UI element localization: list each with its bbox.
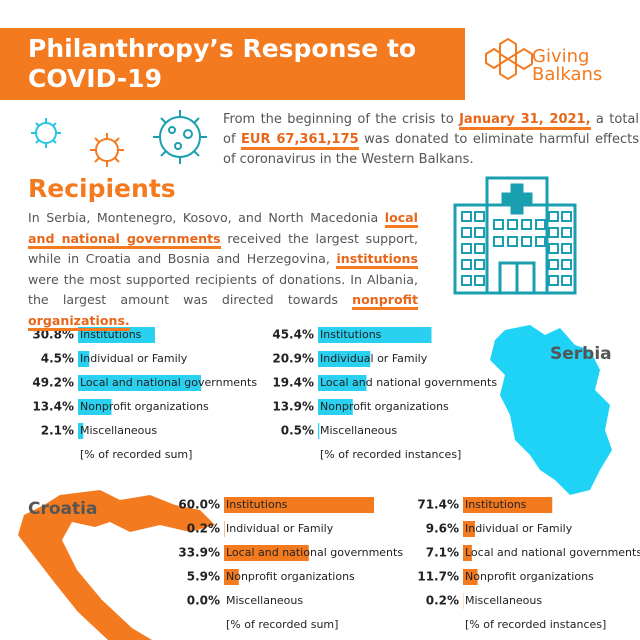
category-label: Nonprofit organizations [320, 400, 449, 413]
category-label: Nonprofit organizations [226, 570, 355, 583]
intro: From the beginning of the crisis to Janu… [223, 110, 639, 170]
category-label: Local and national governments [465, 546, 640, 559]
brand: Giving [532, 46, 590, 67]
value-label: 45.4% [272, 328, 314, 342]
highlight: nonprofit organizations. [28, 292, 418, 331]
axis-label: [% of recorded instances] [465, 618, 606, 631]
section-heading: Recipients [28, 174, 176, 203]
bar [78, 351, 90, 367]
bar [318, 375, 367, 391]
category-label: Miscellaneous [226, 594, 303, 607]
axis-label: [% of recorded instances] [320, 448, 461, 461]
value-label: 20.9% [272, 352, 314, 366]
logo-icon [485, 37, 533, 81]
title-box [0, 28, 465, 100]
bar [318, 399, 353, 415]
category-label: Individual or Family [320, 352, 428, 365]
bar [78, 399, 112, 415]
text-run: received the largest support, while in C… [28, 230, 418, 267]
bar [224, 569, 239, 585]
value-label: 2.1% [41, 424, 74, 438]
value-label: 9.6% [426, 522, 459, 536]
title: Philanthropy’s Response to COVID-19 [28, 34, 417, 93]
bar [224, 521, 225, 537]
category-label: Miscellaneous [465, 594, 542, 607]
text-run: was donated to eliminate harmful effects… [223, 132, 640, 167]
value-label: 0.5% [281, 424, 314, 438]
value-label: 30.8% [32, 328, 74, 342]
text-run: From the beginning of the crisis to [223, 112, 460, 127]
category-label: Nonprofit organizations [465, 570, 594, 583]
highlight: January 31, 2021, [459, 112, 591, 130]
bar [224, 497, 374, 513]
value-label: 0.2% [187, 522, 220, 536]
croatia-map [18, 490, 215, 640]
value-label: 0.2% [426, 594, 459, 608]
bar [463, 569, 478, 585]
serbia-map [490, 325, 612, 495]
value-label: 5.9% [187, 570, 220, 584]
map-label: Croatia [28, 499, 97, 519]
category-label: Local and national governments [320, 376, 497, 389]
value-label: 0.0% [187, 594, 220, 608]
value-label: 7.1% [426, 546, 459, 560]
bar [463, 497, 553, 513]
text-run: were the most supported recipients of do… [28, 271, 418, 308]
value-label: 4.5% [41, 352, 74, 366]
bar [318, 327, 432, 343]
bar [78, 327, 155, 343]
virus-icons [31, 110, 207, 167]
value-label: 60.0% [178, 498, 220, 512]
value-label: 71.4% [417, 498, 459, 512]
map-label: Serbia [550, 344, 612, 364]
bar [78, 423, 84, 439]
highlight: local and national governments [28, 210, 418, 249]
value-label: 11.7% [417, 570, 459, 584]
highlight: institutions [336, 251, 418, 269]
bar [463, 521, 475, 537]
category-label: Individual or Family [226, 522, 334, 535]
bar [318, 351, 371, 367]
category-label: Institutions [320, 328, 382, 341]
bar [318, 423, 320, 439]
category-label: Local and national governments [80, 376, 257, 389]
axis-label: [% of recorded sum] [80, 448, 192, 461]
text-run: In Serbia, Montenegro, Kosovo, and North… [28, 210, 385, 225]
axis-label: [% of recorded sum] [226, 618, 338, 631]
category-label: Miscellaneous [320, 424, 397, 437]
category-label: Individual or Family [465, 522, 573, 535]
category-label: Institutions [465, 498, 527, 511]
bar [463, 545, 472, 561]
category-label: Institutions [226, 498, 288, 511]
text-run: a total of [223, 112, 639, 147]
category-label: Institutions [80, 328, 142, 341]
value-label: 13.9% [272, 400, 314, 414]
brand: Balkans [532, 64, 603, 85]
category-label: Miscellaneous [80, 424, 157, 437]
section-text: In Serbia, Montenegro, Kosovo, and North… [28, 208, 418, 331]
bar [78, 375, 201, 391]
value-label: 49.2% [32, 376, 74, 390]
value-label: 13.4% [32, 400, 74, 414]
value-label: 33.9% [178, 546, 220, 560]
hospital-icon [453, 176, 577, 295]
bar [224, 545, 309, 561]
highlight: EUR 67,361,175 [241, 132, 359, 150]
category-label: Local and national governments [226, 546, 403, 559]
value-label: 19.4% [272, 376, 314, 390]
category-label: Individual or Family [80, 352, 188, 365]
category-label: Nonprofit organizations [80, 400, 209, 413]
